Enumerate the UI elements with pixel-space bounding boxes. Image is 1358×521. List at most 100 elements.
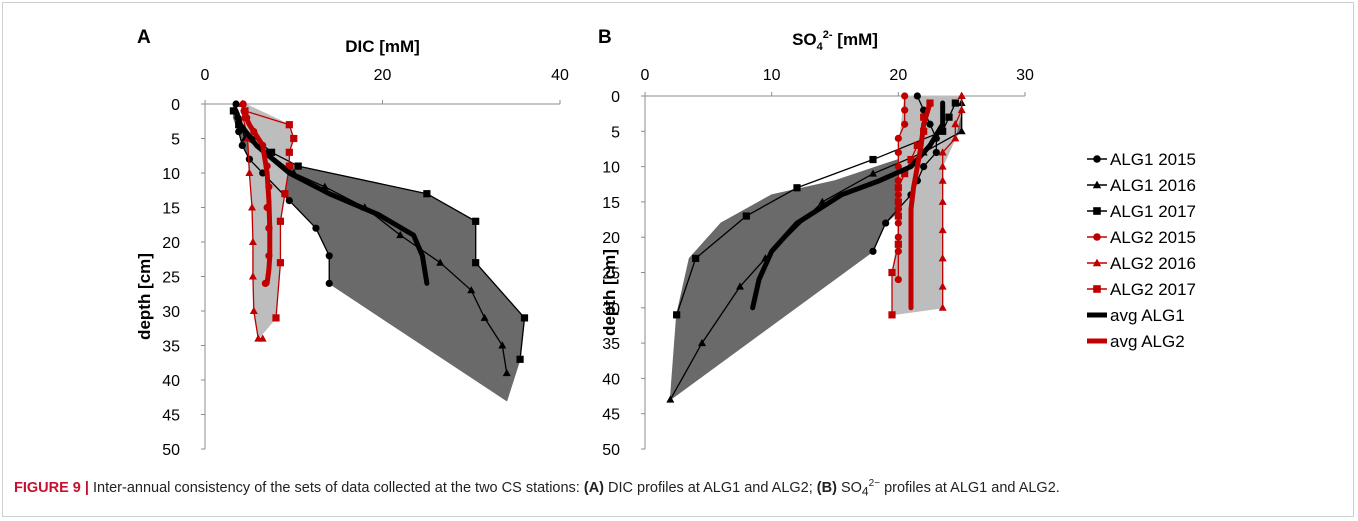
data-point — [894, 198, 902, 206]
caption-text-3-post: profiles at ALG1 and ALG2. — [880, 479, 1060, 496]
y-tick-label: 10 — [162, 166, 180, 183]
data-point — [232, 100, 240, 108]
data-point — [920, 163, 928, 171]
series-line — [233, 108, 430, 286]
y-tick-label: 40 — [162, 373, 180, 390]
y-tick-label: 30 — [162, 304, 180, 321]
series-alg2-2016 — [938, 91, 966, 311]
data-point — [951, 134, 960, 142]
x-axis-title-sub: 4 — [817, 41, 824, 53]
data-point — [248, 237, 257, 245]
data-point — [472, 259, 480, 267]
y-tick-label: 25 — [162, 270, 180, 287]
data-point — [888, 268, 896, 277]
legend-label: ALG1 2017 — [1110, 202, 1196, 221]
data-point — [938, 162, 947, 170]
y-tick-label: 15 — [162, 201, 180, 218]
data-point — [238, 141, 246, 149]
chart-panel-a: A DIC [mM] depth [cm] 0 20 40 0 5 10 15 20 25 30 35 40… — [135, 27, 569, 459]
y-tick-label: 35 — [162, 339, 180, 356]
data-point — [267, 148, 276, 156]
x-axis-title-base: SO — [792, 30, 817, 49]
x-tick-label: 30 — [1016, 67, 1034, 84]
y-tick-label: 5 — [611, 124, 620, 141]
caption-text-1: Inter-annual consistency of the sets of … — [88, 479, 584, 496]
data-point — [938, 176, 947, 184]
data-point — [666, 395, 675, 403]
caption-label-b: (B) — [816, 479, 837, 496]
y-tick-label: 10 — [602, 160, 620, 177]
data-point — [901, 170, 909, 178]
y-tick-label: 45 — [162, 408, 180, 425]
data-point — [516, 355, 524, 363]
data-point — [869, 169, 877, 177]
x-tick-label: 20 — [374, 67, 392, 84]
panel-letter: B — [598, 27, 612, 48]
x-axis-title: SO42- [mM] — [792, 29, 878, 53]
legend-label: ALG1 2016 — [1110, 176, 1196, 195]
x-tick-label: 0 — [641, 67, 650, 84]
data-point — [312, 224, 320, 232]
y-tick-label: 15 — [602, 195, 620, 212]
data-point — [285, 162, 293, 170]
data-point — [472, 217, 480, 225]
data-point — [926, 120, 934, 128]
data-point — [698, 338, 706, 347]
data-point — [869, 155, 877, 164]
data-point — [901, 106, 909, 114]
series-avg-alg1 — [233, 108, 430, 286]
data-point — [276, 259, 285, 267]
y-tick-label: 25 — [602, 266, 620, 283]
legend-marker — [1093, 233, 1101, 241]
x-tick-label: 0 — [201, 67, 210, 84]
data-point — [248, 203, 257, 211]
y-axis-title: depth [cm] — [600, 249, 619, 336]
legend-label: avg ALG2 — [1110, 332, 1185, 351]
data-point — [888, 311, 896, 319]
figure-label: FIGURE 9 | — [14, 479, 89, 496]
data-point — [436, 258, 445, 266]
caption-label-a: (A) — [583, 479, 604, 496]
data-point — [894, 163, 902, 171]
data-point — [938, 197, 947, 205]
legend-marker — [1093, 285, 1101, 293]
data-point — [229, 107, 237, 115]
data-point — [692, 254, 700, 262]
legend-marker — [1092, 258, 1102, 267]
data-point — [285, 121, 293, 129]
data-point — [938, 225, 947, 234]
legend: ALG1 2015 ALG1 2016 ALG1 2017 ALG2 2015 ALG2… — [1087, 150, 1196, 351]
series-avg-alg1 — [750, 100, 946, 311]
x-tick-label: 20 — [889, 67, 907, 84]
data-point — [325, 252, 333, 260]
data-point — [290, 134, 298, 143]
series-line — [240, 108, 273, 286]
data-point — [951, 120, 960, 128]
series-line — [942, 95, 963, 309]
data-point — [938, 303, 947, 311]
data-point — [938, 148, 947, 156]
y-tick-label: 5 — [171, 132, 180, 149]
data-point — [742, 212, 750, 220]
data-point — [957, 91, 966, 99]
y-tick-label: 35 — [602, 336, 620, 353]
data-point — [913, 92, 921, 100]
legend-label: ALG2 2016 — [1110, 254, 1196, 273]
y-tick-label: 50 — [602, 442, 620, 459]
data-point — [957, 105, 966, 114]
data-point — [957, 127, 966, 135]
x-axis-title-sup: 2- — [823, 29, 833, 41]
data-point — [907, 155, 915, 164]
legend-label: ALG1 2015 — [1110, 150, 1196, 169]
data-point — [249, 306, 258, 314]
y-tick-label: 0 — [611, 89, 620, 106]
data-point — [498, 341, 507, 349]
series-avg-alg2 — [908, 100, 933, 311]
y-axis-title: depth [cm] — [135, 253, 154, 340]
data-point — [951, 99, 959, 107]
data-point — [396, 230, 405, 239]
data-point — [894, 240, 902, 248]
data-point — [894, 212, 902, 220]
caption-text-3-sub: 4 — [861, 484, 869, 499]
